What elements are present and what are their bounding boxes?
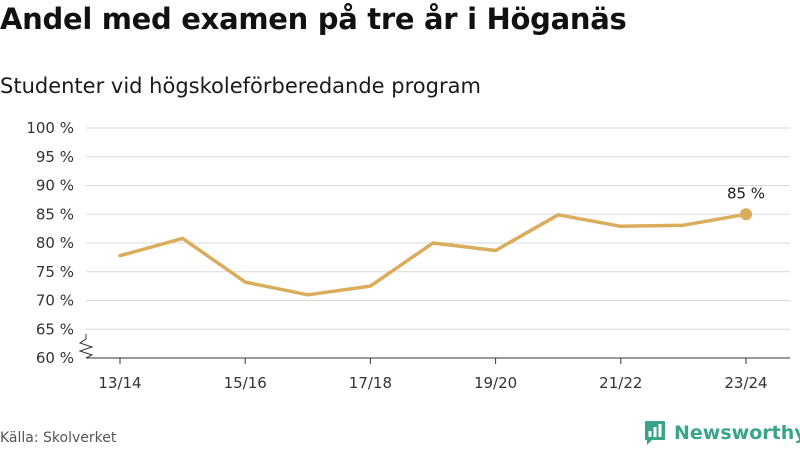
y-tick-label: 60 %	[36, 349, 74, 367]
brand-logo: Newsworthy	[644, 419, 800, 447]
chart-title: Andel med examen på tre år i Höganäs	[0, 2, 627, 36]
y-tick-label: 85 %	[36, 205, 74, 223]
axis-break-icon	[78, 334, 94, 359]
x-axis: 13/14 15/16 17/18 19/20 21/22 23/24	[78, 334, 790, 392]
y-tick-label: 90 %	[36, 177, 74, 195]
series-line-path	[118, 212, 748, 297]
series-line	[118, 208, 752, 297]
end-annotation: 85 %	[727, 184, 765, 202]
y-tick-label: 65 %	[36, 320, 74, 338]
x-tick-label: 21/22	[599, 374, 642, 392]
x-tick-label: 15/16	[224, 374, 267, 392]
end-value-label: 85 %	[727, 184, 765, 202]
y-axis: 60 % 65 % 70 % 75 % 80 % 85 % 90 % 95 % 100 %	[26, 119, 74, 367]
gridlines	[86, 127, 790, 330]
end-point	[740, 208, 752, 221]
y-tick-label: 100 %	[26, 119, 74, 137]
x-tick-label: 13/14	[98, 374, 141, 392]
x-tick-label: 17/18	[349, 374, 392, 392]
x-tick-label: 19/20	[474, 374, 517, 392]
y-tick-label: 80 %	[36, 234, 74, 252]
y-tick-label: 70 %	[36, 292, 74, 310]
bar-chart-speech-icon	[644, 420, 666, 446]
chart-subtitle: Studenter vid högskoleförberedande progr…	[0, 74, 481, 98]
y-tick-label: 95 %	[36, 148, 74, 166]
y-tick-label: 75 %	[36, 263, 74, 281]
source-note: Källa: Skolverket	[0, 430, 117, 446]
brand-name: Newsworthy	[674, 422, 800, 444]
x-tick-label: 23/24	[724, 374, 767, 392]
